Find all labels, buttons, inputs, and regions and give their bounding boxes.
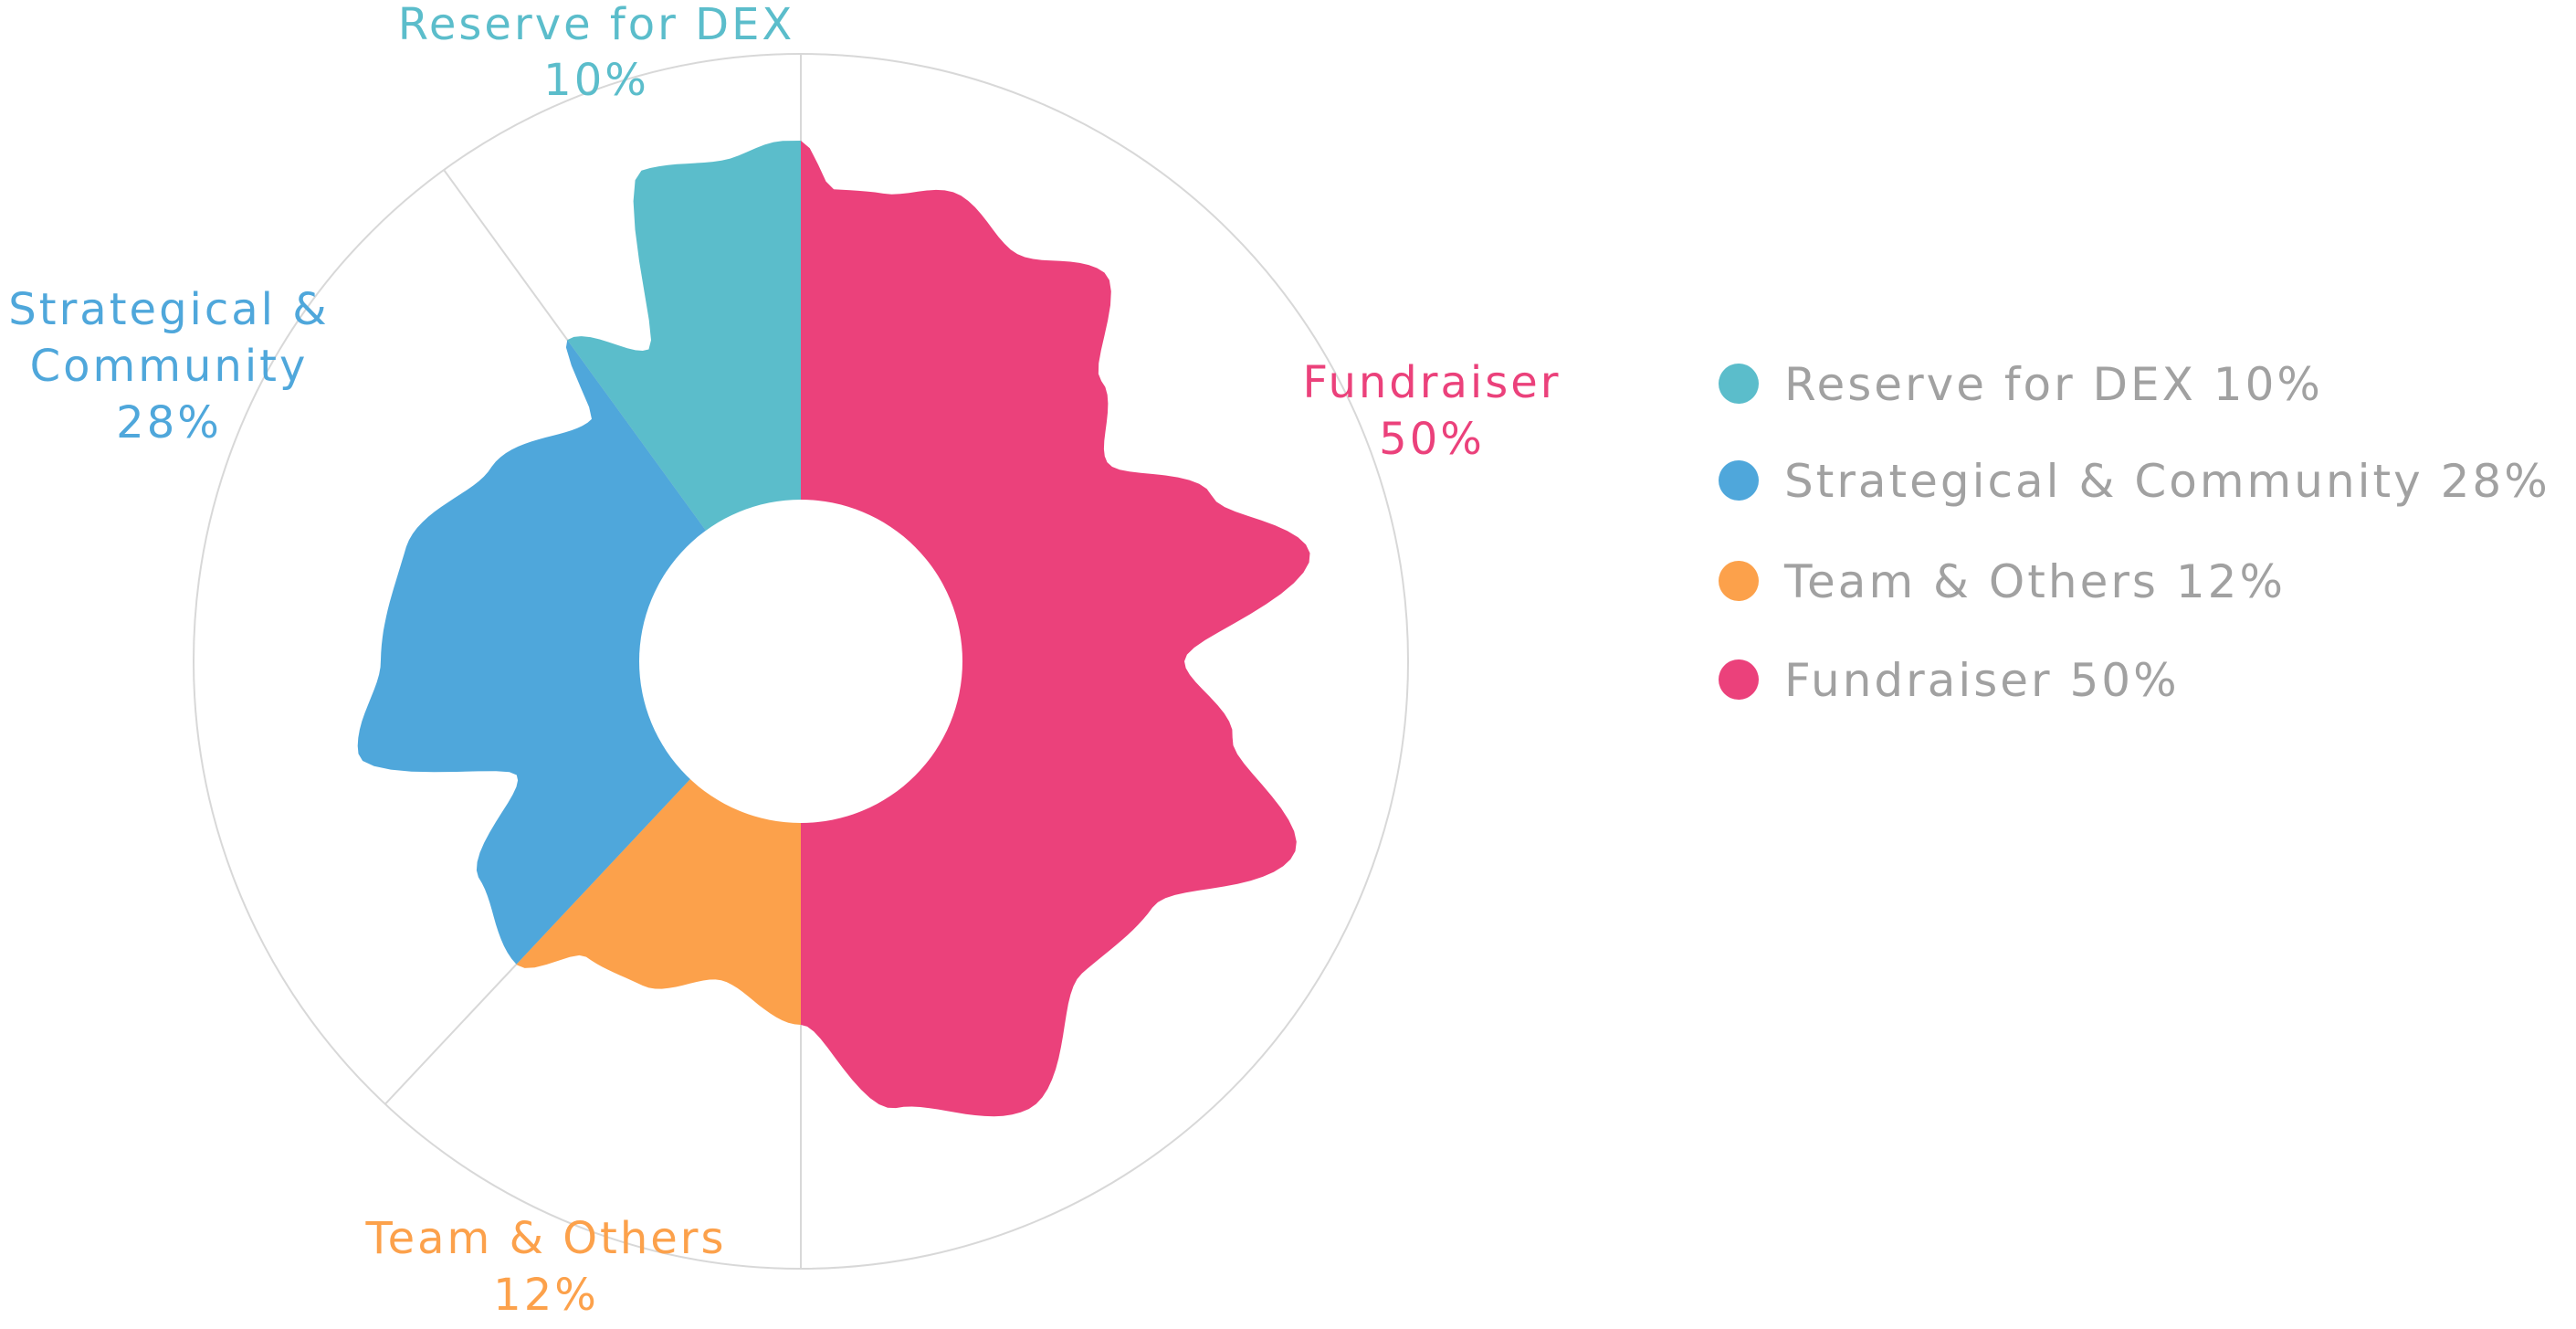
slice-label-reserve: Reserve for DEX 10% xyxy=(398,0,795,106)
slice-strategic xyxy=(357,340,801,965)
legend-label-strategic: Strategical & Community 28% xyxy=(1784,455,2550,508)
legend-label-team: Team & Others 12% xyxy=(1783,555,2286,608)
slice-label-reserve-value: 10% xyxy=(543,55,649,106)
slice-label-team-value: 12% xyxy=(493,1270,599,1321)
slice-label-strategic-line2: Community xyxy=(30,341,309,392)
legend-item-fund: Fundraiser 50% xyxy=(1719,654,2180,707)
slice-label-fund-value: 50% xyxy=(1379,414,1485,465)
legend-item-strategic: Strategical & Community 28% xyxy=(1719,455,2550,508)
legend-swatch-strategic xyxy=(1719,460,1759,501)
slice-label-fund: Fundraiser 50% xyxy=(1302,357,1561,465)
legend-swatch-team xyxy=(1719,561,1759,601)
donut-center-hole xyxy=(639,500,962,823)
legend-item-reserve: Reserve for DEX 10% xyxy=(1719,358,2323,411)
legend-label-reserve: Reserve for DEX 10% xyxy=(1784,358,2323,411)
slice-label-strategic-value: 28% xyxy=(116,397,222,448)
slice-label-fund-name: Fundraiser xyxy=(1302,357,1561,408)
legend-swatch-reserve xyxy=(1719,364,1759,404)
slice-label-team: Team & Others 12% xyxy=(364,1213,726,1321)
slice-label-strategic: Strategical & Community 28% xyxy=(8,284,329,448)
legend-swatch-fund xyxy=(1719,659,1759,700)
slice-label-strategic-line1: Strategical & xyxy=(8,284,329,335)
slice-fund xyxy=(801,141,1310,1117)
legend-label-fund: Fundraiser 50% xyxy=(1784,654,2180,707)
legend: Reserve for DEX 10% Strategical & Commun… xyxy=(1719,358,2550,707)
slice-label-team-name: Team & Others xyxy=(364,1213,726,1264)
slice-label-reserve-name: Reserve for DEX xyxy=(398,0,795,50)
legend-item-team: Team & Others 12% xyxy=(1719,555,2286,608)
